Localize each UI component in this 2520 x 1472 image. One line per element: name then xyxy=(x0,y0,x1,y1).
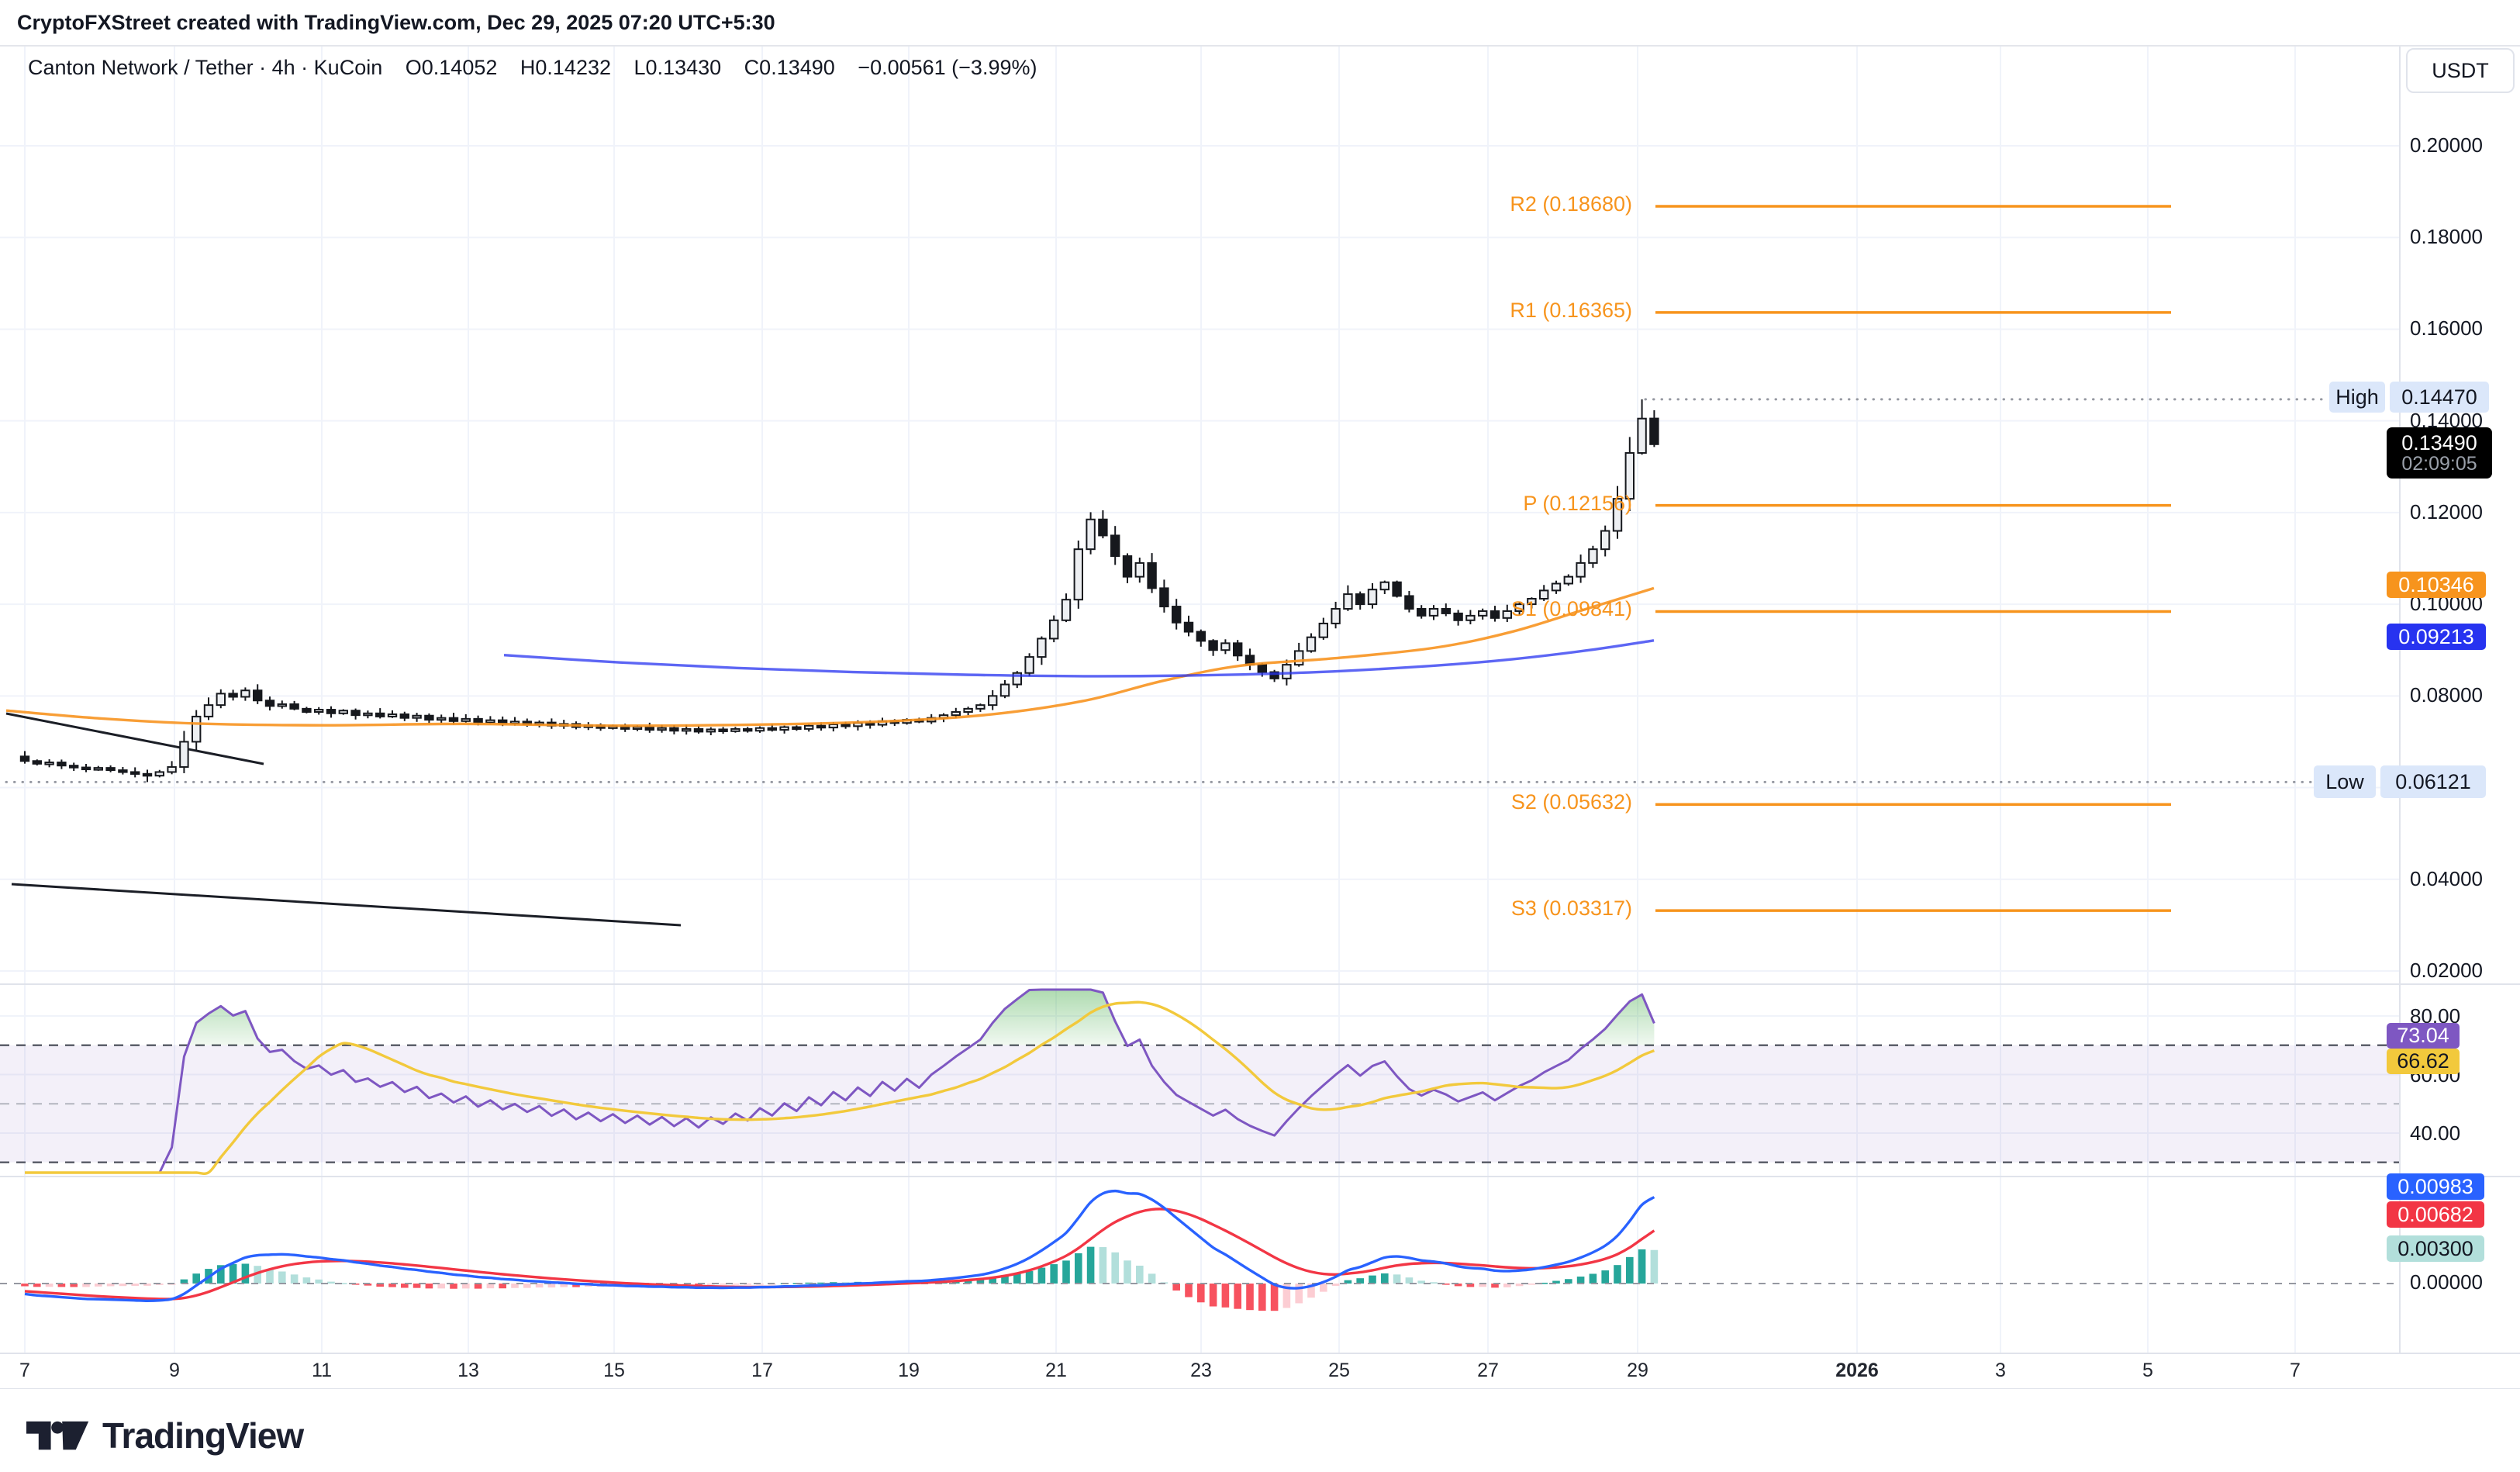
macd-axis-tick: 0.00000 xyxy=(2410,1270,2483,1294)
low-label: L xyxy=(633,56,646,79)
high-label: H xyxy=(520,56,536,79)
time-axis-label[interactable]: 13 xyxy=(457,1360,479,1381)
header-bar: CryptoFXStreet created with TradingView.… xyxy=(0,0,2520,45)
price-axis-tick: 0.04000 xyxy=(2410,866,2483,890)
time-axis-label[interactable]: 11 xyxy=(312,1360,332,1381)
pivot-level-label: S2 (0.05632) xyxy=(1510,790,1632,814)
pivot-level-label: S1 (0.09841) xyxy=(1510,597,1632,621)
low-value: 0.13430 xyxy=(645,56,722,79)
open-label: O xyxy=(405,56,422,79)
macd-hist-value-badge: 0.00300 xyxy=(2387,1235,2484,1262)
price-axis-tick: 0.16000 xyxy=(2410,316,2483,340)
time-axis[interactable]: 7 9 11 13 15 17 19 21 23 25 27 29 2026 3 5 7 xyxy=(0,1355,2520,1388)
header-divider xyxy=(0,45,2520,47)
time-axis-label[interactable]: 2026 xyxy=(1835,1360,1879,1381)
time-axis-label[interactable]: 9 xyxy=(169,1360,180,1381)
currency-button[interactable]: USDT xyxy=(2406,48,2515,93)
macd-signal-value-badge: 0.00682 xyxy=(2387,1201,2484,1228)
ma-fast-price-badge: 0.10346 xyxy=(2387,572,2486,598)
time-axis-label[interactable]: 21 xyxy=(1045,1360,1067,1381)
macd-value-badge: 0.00983 xyxy=(2387,1173,2484,1200)
time-axis-label[interactable]: 15 xyxy=(603,1360,625,1381)
price-axis-tick: 0.12000 xyxy=(2410,499,2483,523)
tradingview-logo[interactable]: TradingView xyxy=(26,1415,304,1456)
price-axis-tick: 0.02000 xyxy=(2410,958,2483,982)
session-low-label-badge: Low xyxy=(2314,765,2376,798)
rsi-ma-value-badge: 66.62 xyxy=(2387,1049,2460,1074)
last-price-badge: 0.13490 02:09:05 xyxy=(2387,427,2492,479)
time-axis-label[interactable]: 17 xyxy=(751,1360,773,1381)
time-axis-label[interactable]: 7 xyxy=(19,1360,30,1381)
session-high-label-badge: High xyxy=(2329,382,2385,413)
close-value: 0.13490 xyxy=(759,56,835,79)
symbol-ohlc-row[interactable]: Canton Network / Tether · 4h · KuCoin O0… xyxy=(28,56,1043,80)
bar-countdown: 02:09:05 xyxy=(2401,453,2477,475)
rsi-value-badge: 73.04 xyxy=(2387,1023,2460,1049)
pivot-level-label: P (0.12156) xyxy=(1523,491,1632,515)
time-axis-label[interactable]: 29 xyxy=(1627,1360,1648,1381)
pivot-level-label: R2 (0.18680) xyxy=(1510,192,1632,216)
close-label: C xyxy=(744,56,760,79)
time-axis-label[interactable]: 25 xyxy=(1328,1360,1350,1381)
time-axis-label[interactable]: 5 xyxy=(2142,1360,2153,1381)
time-axis-label[interactable]: 23 xyxy=(1190,1360,1212,1381)
price-axis-tick: 0.20000 xyxy=(2410,133,2483,157)
price-axis-tick: 0.08000 xyxy=(2410,683,2483,707)
tradingview-logo-icon xyxy=(26,1421,89,1450)
time-axis-label[interactable]: 3 xyxy=(1995,1360,2006,1381)
watermark-credit: CryptoFXStreet created with TradingView.… xyxy=(17,11,775,34)
price-axis-tick: 0.18000 xyxy=(2410,225,2483,249)
tradingview-logo-text: TradingView xyxy=(102,1415,304,1456)
change-value: −0.00561 (−3.99%) xyxy=(858,56,1037,79)
open-value: 0.14052 xyxy=(421,56,498,79)
session-low-value-badge: 0.06121 xyxy=(2380,765,2486,798)
ma-slow-price-badge: 0.09213 xyxy=(2387,624,2486,650)
symbol-title[interactable]: Canton Network / Tether · 4h · KuCoin xyxy=(28,56,383,79)
session-high-value-badge: 0.14470 xyxy=(2390,382,2489,413)
high-value: 0.14232 xyxy=(535,56,611,79)
rsi-axis-tick: 40.00 xyxy=(2410,1121,2461,1145)
pivot-level-label: R1 (0.16365) xyxy=(1510,298,1632,322)
pivot-level-label: S3 (0.03317) xyxy=(1510,897,1632,921)
time-axis-label[interactable]: 27 xyxy=(1477,1360,1499,1381)
time-axis-label[interactable]: 19 xyxy=(898,1360,920,1381)
time-axis-label[interactable]: 7 xyxy=(2290,1360,2301,1381)
last-price-value: 0.13490 xyxy=(2401,430,2477,454)
